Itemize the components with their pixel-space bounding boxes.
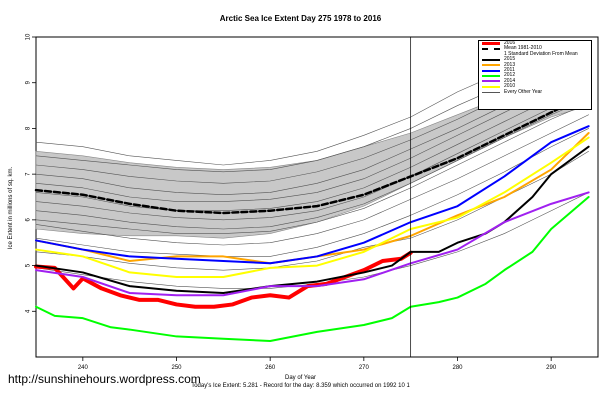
- legend-item: 2011: [479, 66, 591, 73]
- series-line-every-other-year-9: [35, 114, 589, 246]
- legend-item: 2013: [479, 61, 591, 68]
- y-tick-label: 7: [26, 172, 32, 176]
- legend-label: Every Other Year: [504, 88, 543, 95]
- legend-item: 2010: [479, 83, 591, 90]
- series-line-every-other-year-8: [35, 102, 589, 234]
- legend-label: 2016: [504, 40, 516, 46]
- x-axis-label: Day of Year: [284, 375, 317, 381]
- series-line-2011: [35, 125, 590, 265]
- legend-item: 2015: [479, 56, 591, 63]
- legend-label: 2011: [504, 66, 515, 73]
- legend-label: 2015: [504, 56, 516, 63]
- chart-footer: Today's Ice Extent: 5.281 - Record for t…: [191, 383, 410, 389]
- x-tick-label: 290: [546, 365, 557, 371]
- legend-swatch: [482, 80, 500, 83]
- legend-swatch: [482, 69, 500, 72]
- legend-item: 2014: [479, 77, 591, 84]
- legend-swatch: [482, 91, 500, 93]
- chart-title: Arctic Sea Ice Extent Day 275 1978 to 20…: [219, 14, 382, 23]
- series-line-2014: [35, 191, 590, 297]
- series-line-every-other-year-7: [35, 98, 589, 230]
- legend-swatch: [482, 58, 500, 61]
- series-line-mean-1981-2010: [34, 92, 590, 215]
- chart-legend: 2016 Mean 1981-2010 1 Standard Deviation F…: [478, 40, 592, 110]
- watermark-url: http://sunshinehours.wordpress.com: [8, 372, 201, 386]
- legend-item: Every Other Year: [479, 88, 591, 95]
- x-tick-label: 250: [171, 365, 182, 371]
- y-tick-label: 5: [26, 263, 32, 267]
- legend-label: 2013: [504, 61, 516, 68]
- legend-swatch: [482, 48, 500, 51]
- legend-swatch: [482, 85, 500, 88]
- legend-item: 2016: [479, 40, 591, 46]
- series-line-every-other-year-6: [35, 91, 589, 221]
- y-tick-label: 4: [26, 309, 32, 313]
- legend-item: 1 Standard Deviation From Mean: [479, 50, 591, 57]
- x-tick-label: 280: [452, 365, 463, 371]
- legend-label: 1 Standard Deviation From Mean: [504, 50, 578, 57]
- series-line-2015: [35, 145, 590, 294]
- x-tick-label: 260: [265, 365, 276, 371]
- legend-swatch: [482, 42, 500, 46]
- x-tick-label: 270: [359, 365, 370, 371]
- legend-swatch: [482, 64, 500, 67]
- series-line-2012: [35, 196, 590, 342]
- legend-label: Mean 1981-2010: [504, 45, 542, 52]
- legend-item: 2012: [479, 72, 591, 79]
- y-tick-label: 9: [26, 80, 32, 84]
- y-tick-label: 8: [26, 126, 32, 130]
- y-tick-label: 10: [26, 33, 32, 40]
- series-line-every-other-year-4: [35, 73, 589, 202]
- series-line-every-other-year-5: [35, 82, 589, 212]
- legend-label: 2014: [504, 77, 516, 84]
- series-line-2010: [35, 136, 590, 278]
- legend-label: 2012: [504, 72, 516, 79]
- x-tick-label: 240: [78, 365, 89, 371]
- y-axis-label: Ice Extent in millions of sq. km.: [8, 166, 14, 250]
- y-tick-label: 6: [26, 218, 32, 222]
- series-line-every-other-year-10: [35, 128, 589, 257]
- legend-item: Mean 1981-2010: [479, 45, 591, 52]
- legend-swatch: [482, 75, 500, 78]
- legend-label: 2010: [504, 83, 516, 90]
